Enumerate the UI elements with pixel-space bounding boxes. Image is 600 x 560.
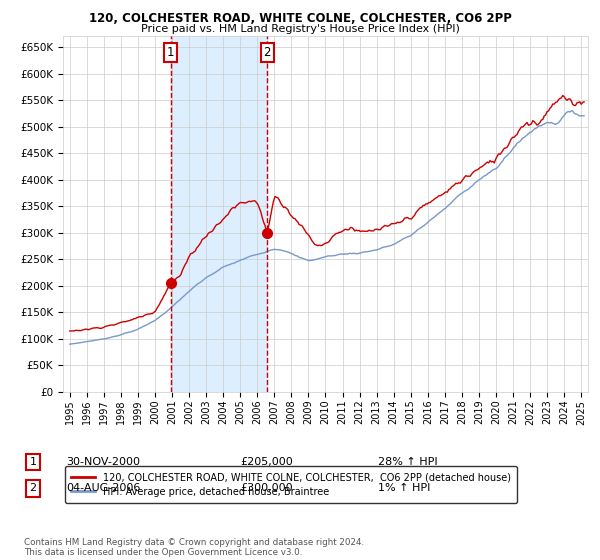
Text: 04-AUG-2006: 04-AUG-2006 xyxy=(66,483,140,493)
Text: 2: 2 xyxy=(29,483,37,493)
Legend: 120, COLCHESTER ROAD, WHITE COLNE, COLCHESTER,  CO6 2PP (detached house), HPI: A: 120, COLCHESTER ROAD, WHITE COLNE, COLCH… xyxy=(65,466,517,503)
Text: Contains HM Land Registry data © Crown copyright and database right 2024.
This d: Contains HM Land Registry data © Crown c… xyxy=(24,538,364,557)
Bar xyxy=(170,36,267,392)
Text: £300,000: £300,000 xyxy=(240,483,293,493)
Text: 30-NOV-2000: 30-NOV-2000 xyxy=(66,457,140,467)
Text: 2: 2 xyxy=(263,46,271,59)
Text: 120, COLCHESTER ROAD, WHITE COLNE, COLCHESTER, CO6 2PP: 120, COLCHESTER ROAD, WHITE COLNE, COLCH… xyxy=(89,12,511,25)
Text: 1% ↑ HPI: 1% ↑ HPI xyxy=(378,483,430,493)
Text: 1: 1 xyxy=(167,46,175,59)
Text: Price paid vs. HM Land Registry's House Price Index (HPI): Price paid vs. HM Land Registry's House … xyxy=(140,24,460,34)
Text: 28% ↑ HPI: 28% ↑ HPI xyxy=(378,457,437,467)
Text: 1: 1 xyxy=(29,457,37,467)
Text: £205,000: £205,000 xyxy=(240,457,293,467)
